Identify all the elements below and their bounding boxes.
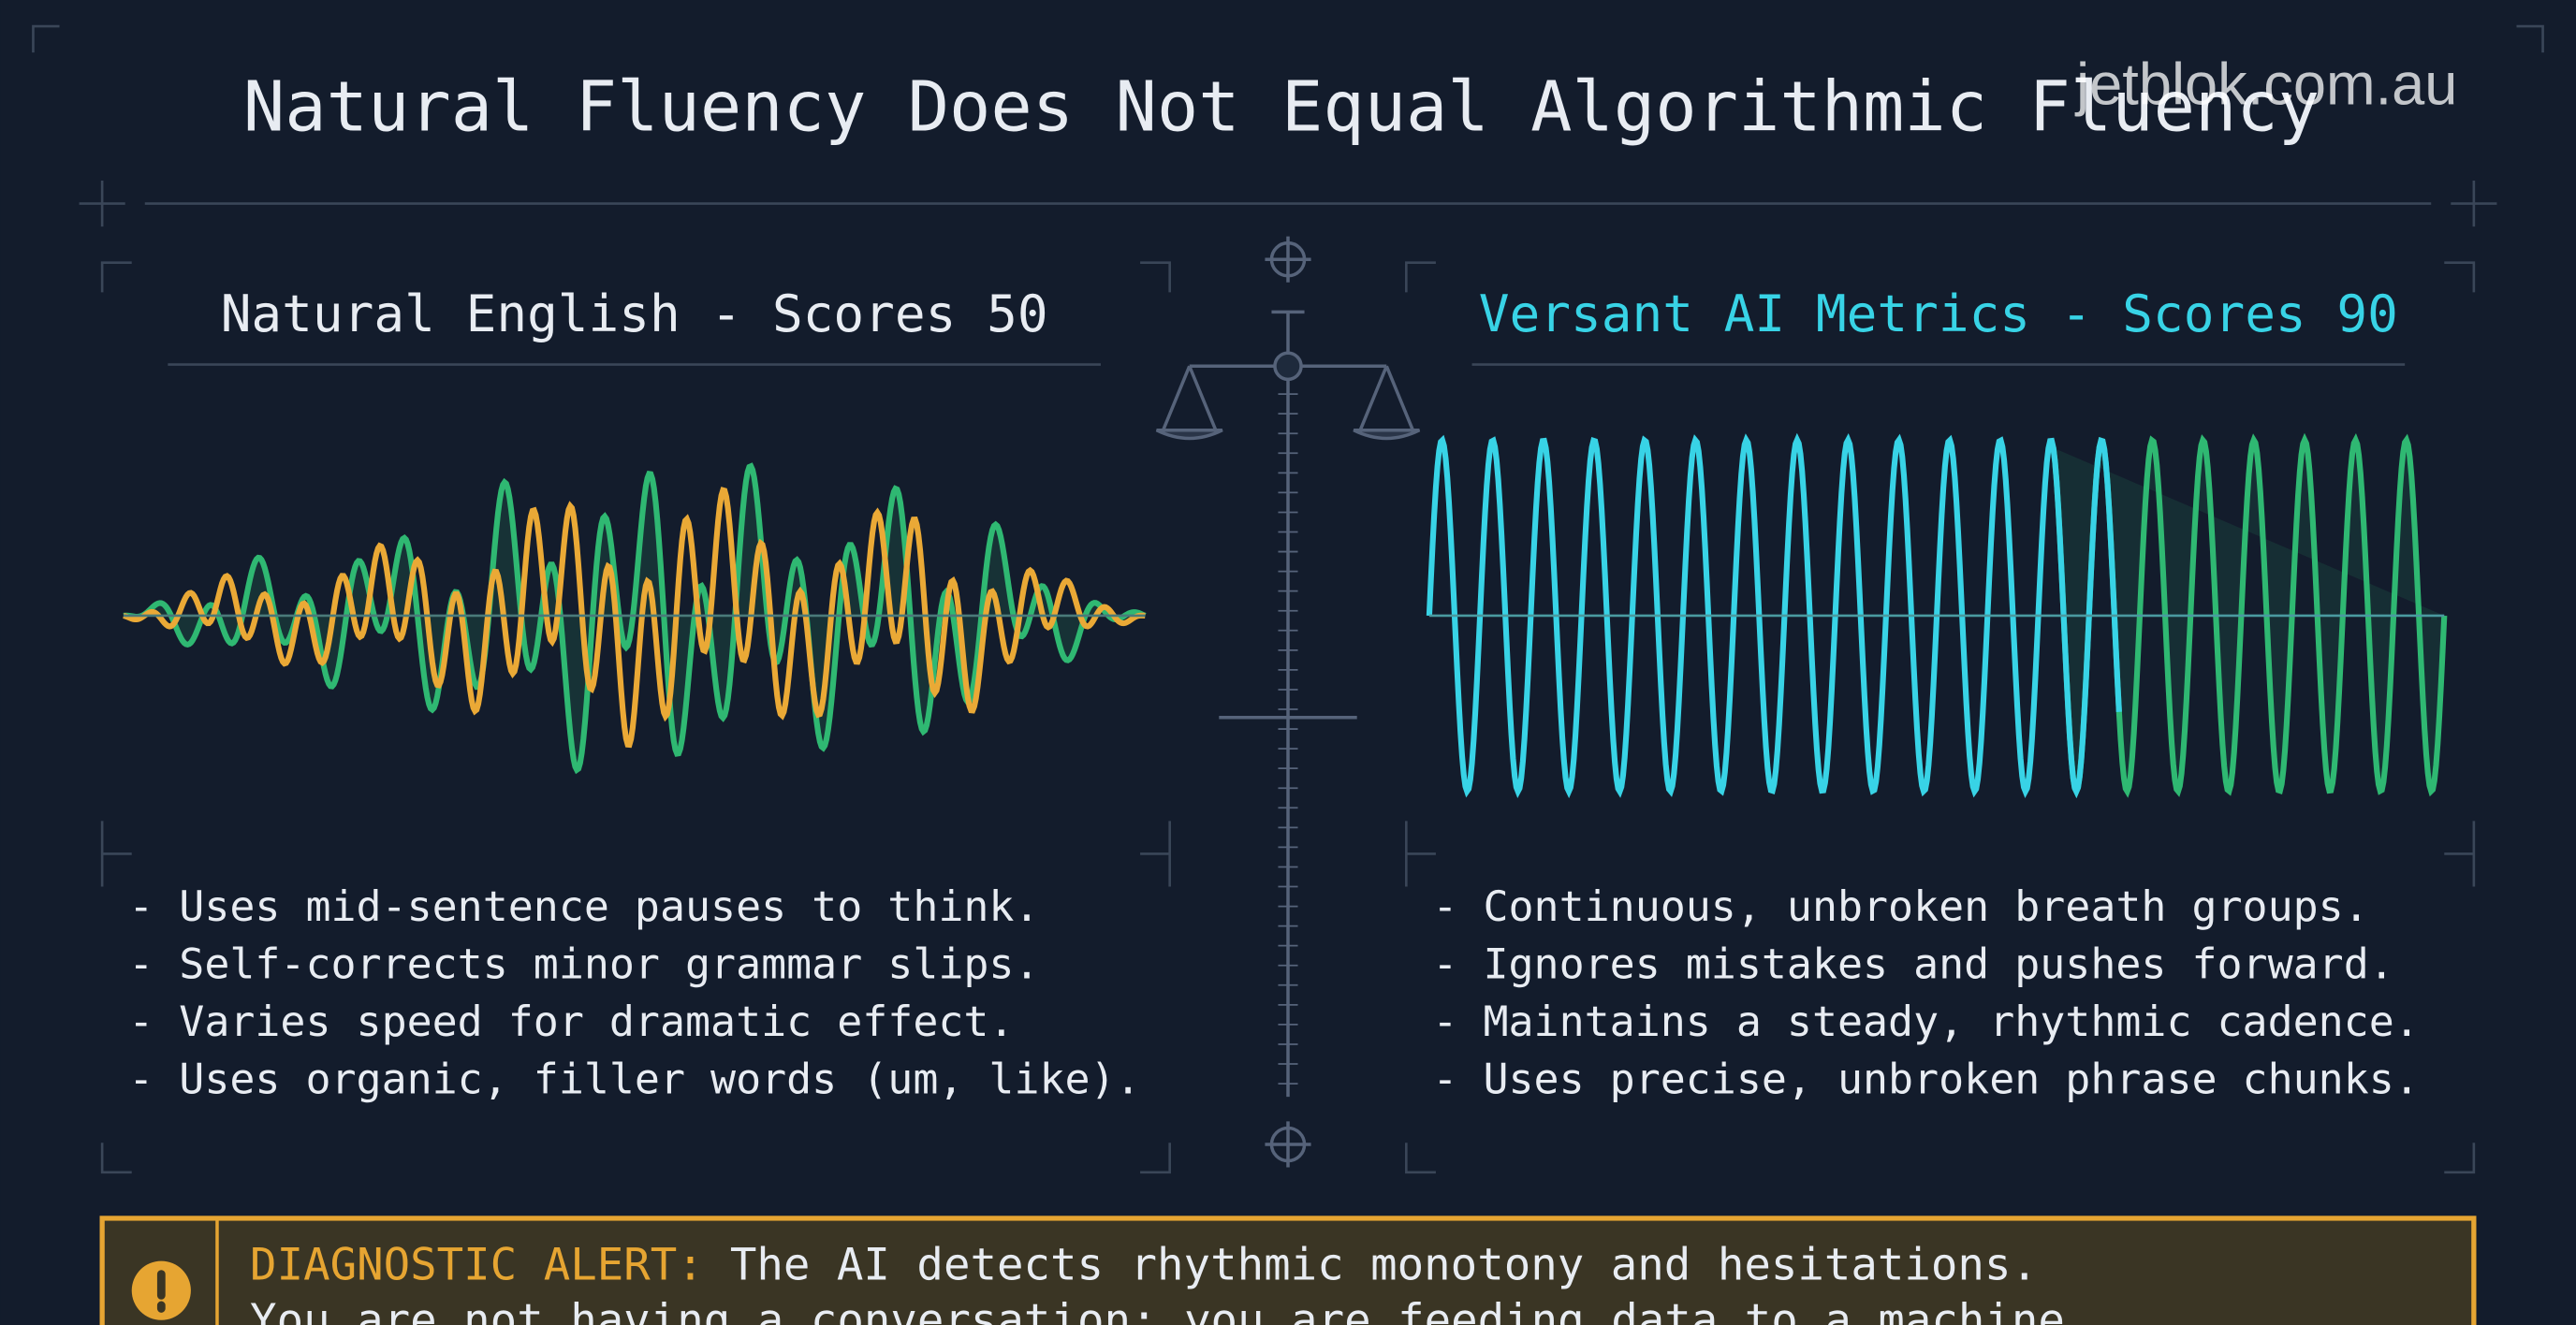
bullet-lists: - Uses mid-sentence pauses to think. - Se… [128,881,2420,1103]
ai-wave-cyan [1426,432,2122,799]
title: Natural Fluency Does Not Equal Algorithm… [243,67,2320,147]
alert-text: The AI detects rhythmic monotony and hes… [730,1240,2038,1291]
waveforms [123,432,2448,799]
bullet: - Continuous, unbroken breath groups. [1432,881,2368,931]
bullet: - Self-corrects minor grammar slips. [128,939,1039,988]
frame-lines [32,24,2544,1174]
bullet: - Uses precise, unbroken phrase chunks. [1432,1054,2419,1103]
alert-label: DIAGNOSTIC ALERT: [250,1240,704,1291]
bullet: - Uses organic, filler words (um, like). [128,1054,1140,1103]
bullet: - Ignores mistakes and pushes forward. [1432,939,2393,988]
watermark: jetblok.com.au [2074,51,2457,117]
alert-box: DIAGNOSTIC ALERT: The AI detects rhythmic… [99,1216,2477,1325]
alert-text: You are not having a conversation; you a… [250,1295,2091,1325]
bullet: - Maintains a steady, rhythmic cadence. [1432,997,2419,1046]
left-title: Natural English - Scores 50 [221,284,1048,343]
alert-line: DIAGNOSTIC ALERT: The AI detects rhythmic… [250,1240,2038,1291]
right-title: Versant AI Metrics - Scores 90 [1479,284,2398,343]
balance-scale [1155,236,1421,1168]
alert-frame [99,1216,2477,1325]
bullet: - Varies speed for dramatic effect. [128,997,1014,1046]
bullet: - Uses mid-sentence pauses to think. [128,881,1039,931]
natural-wave-orange [123,487,1146,749]
